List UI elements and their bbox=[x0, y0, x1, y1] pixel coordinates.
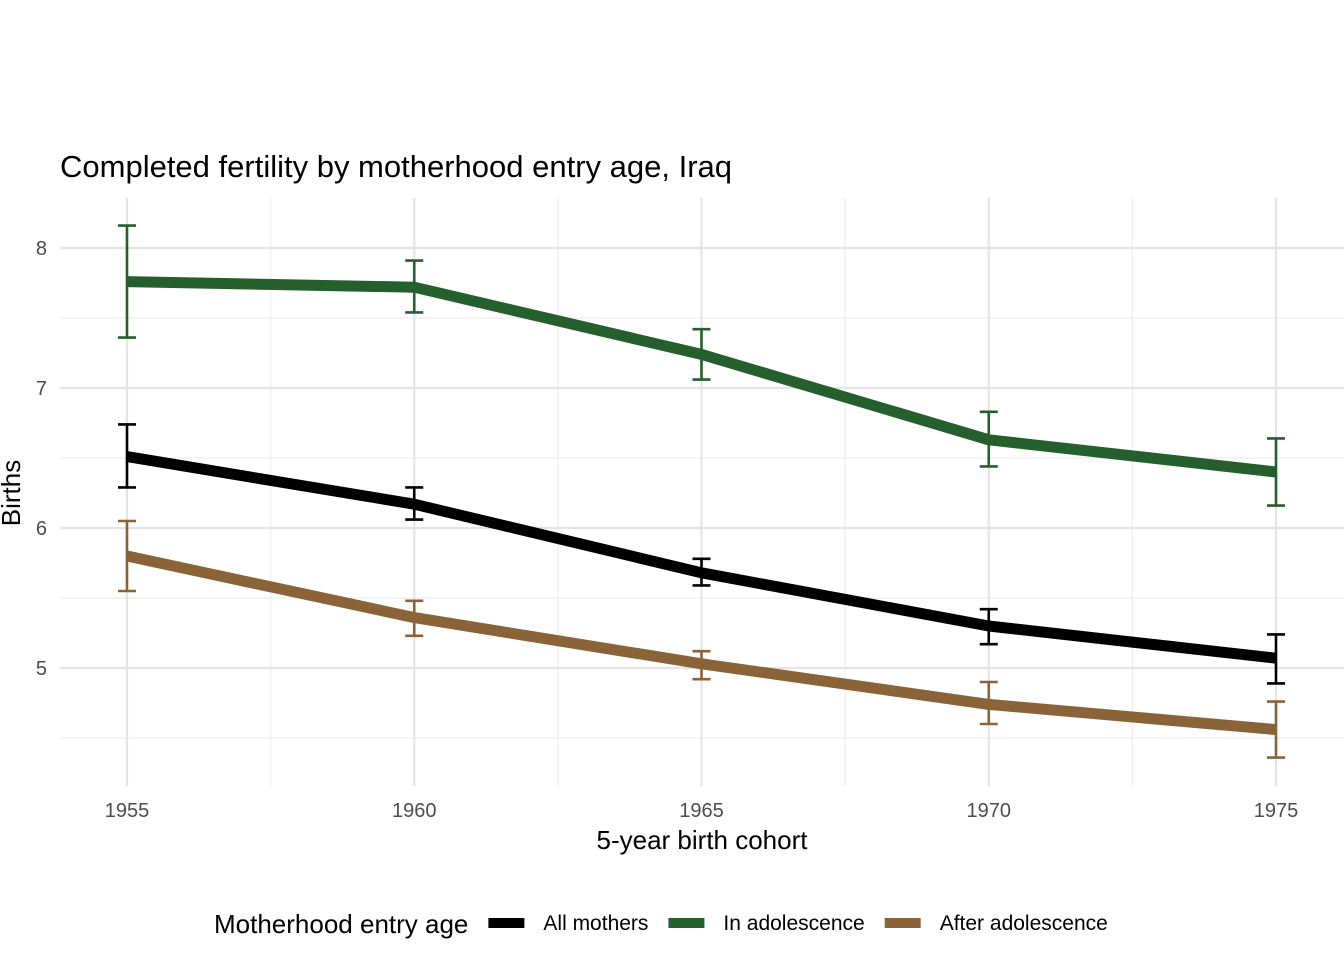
y-tick-label: 7 bbox=[36, 378, 47, 400]
x-axis-title: 5-year birth cohort bbox=[597, 825, 809, 855]
x-tick-label: 1975 bbox=[1254, 800, 1299, 822]
y-tick-label: 6 bbox=[36, 518, 47, 540]
chart-title: Completed fertility by motherhood entry … bbox=[60, 149, 732, 184]
y-axis-title: Births bbox=[0, 460, 26, 526]
y-tick-label: 5 bbox=[36, 658, 47, 680]
legend-item-in-adolescence: In adolescence bbox=[668, 912, 865, 935]
x-tick-label: 1970 bbox=[967, 800, 1012, 822]
series-line-all-mothers bbox=[126, 451, 1277, 664]
series-line-in-adolescence bbox=[126, 276, 1277, 478]
legend-item-after-adolescence: After adolescence bbox=[884, 912, 1108, 935]
error-bar-all-mothers bbox=[1267, 633, 1285, 685]
x-tick-label: 1965 bbox=[679, 800, 724, 822]
legend-label: After adolescence bbox=[940, 912, 1108, 935]
legend-item-all-mothers: All mothers bbox=[488, 912, 648, 935]
legend-key-in-adolescence bbox=[668, 918, 705, 928]
series-line-after-adolescence bbox=[125, 550, 1277, 736]
x-axis-ticks: 1955 1960 1965 1970 1975 bbox=[105, 800, 1299, 822]
error-bar-all-mothers bbox=[118, 423, 136, 489]
y-axis-ticks: 5 6 7 8 bbox=[36, 238, 47, 680]
legend-label: All mothers bbox=[543, 912, 648, 935]
x-tick-label: 1955 bbox=[105, 800, 150, 822]
y-tick-label: 8 bbox=[36, 238, 47, 260]
legend-key-after-adolescence bbox=[884, 918, 921, 928]
legend-label: In adolescence bbox=[723, 912, 864, 935]
legend-key-all-mothers bbox=[488, 918, 525, 928]
legend: Motherhood entry age All mothers In adole… bbox=[214, 909, 1108, 939]
legend-title: Motherhood entry age bbox=[214, 909, 468, 939]
series-lines bbox=[125, 276, 1277, 736]
x-tick-label: 1960 bbox=[392, 800, 437, 822]
